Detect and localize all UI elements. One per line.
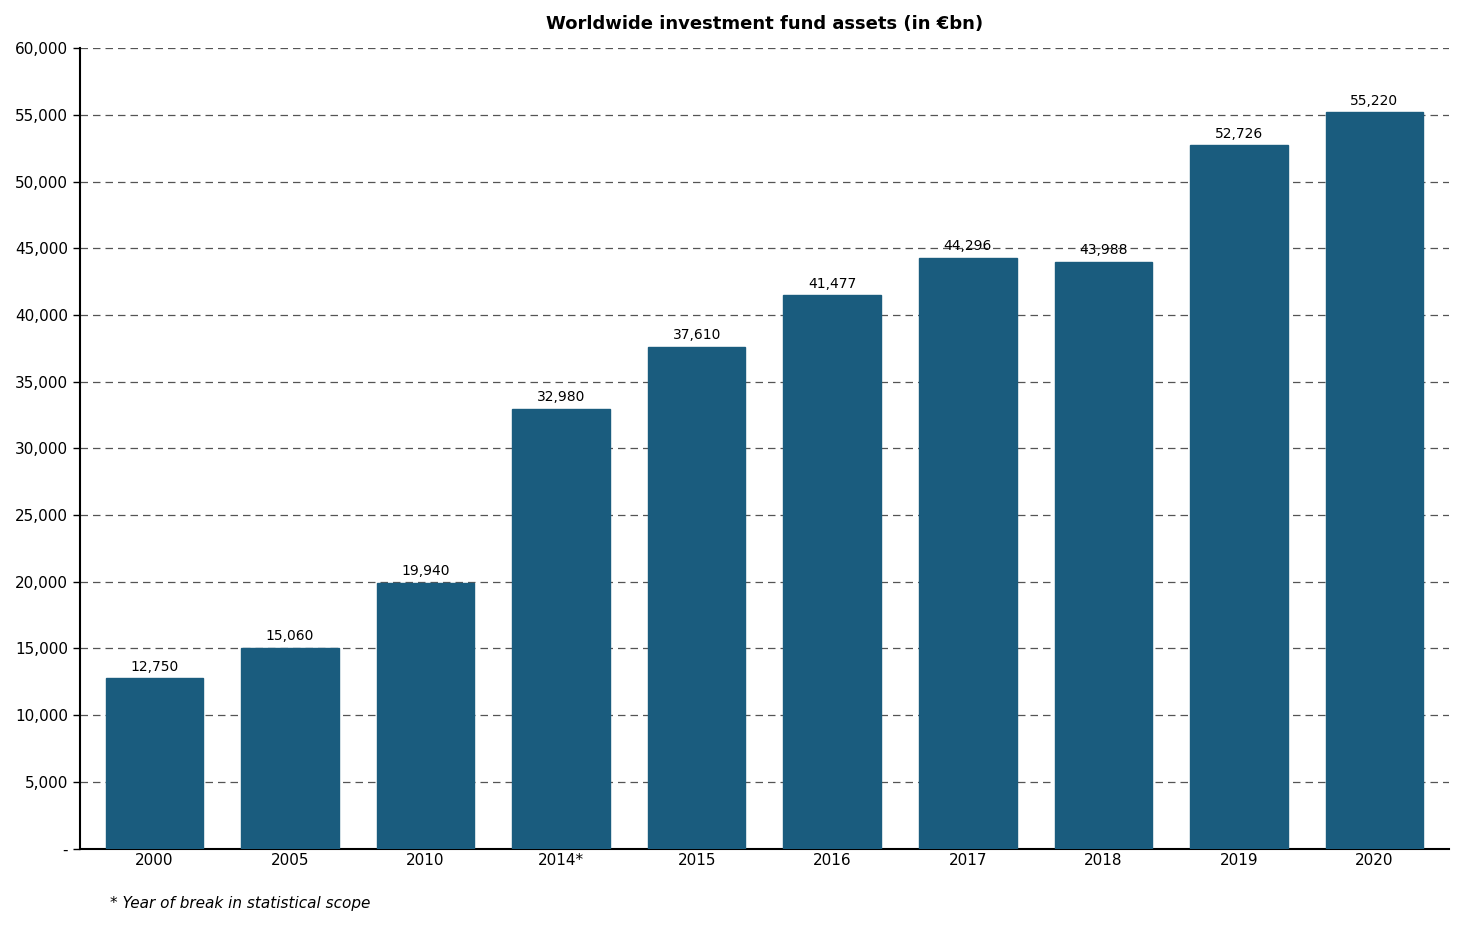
Bar (1325, 112, 1423, 848)
Text: 55,220: 55,220 (1350, 93, 1398, 107)
Bar (1190, 145, 1288, 848)
Bar (242, 648, 338, 848)
Bar (376, 583, 474, 848)
Text: 32,980: 32,980 (537, 390, 586, 404)
Title: Worldwide investment fund assets (in €bn): Worldwide investment fund assets (in €bn… (546, 15, 982, 33)
Bar (1054, 262, 1152, 848)
Text: 52,726: 52,726 (1215, 127, 1263, 141)
Bar (649, 347, 745, 848)
Text: 19,940: 19,940 (401, 564, 449, 578)
Text: 44,296: 44,296 (944, 240, 993, 253)
Text: 15,060: 15,060 (266, 629, 315, 643)
Bar (105, 679, 203, 848)
Bar (512, 409, 610, 848)
Text: 12,750: 12,750 (130, 660, 179, 673)
Text: 43,988: 43,988 (1079, 243, 1127, 257)
Text: 37,610: 37,610 (672, 328, 720, 342)
Bar (783, 295, 881, 848)
Text: 41,477: 41,477 (808, 277, 856, 290)
Bar (919, 258, 1016, 848)
Text: * Year of break in statistical scope: * Year of break in statistical scope (110, 896, 370, 911)
